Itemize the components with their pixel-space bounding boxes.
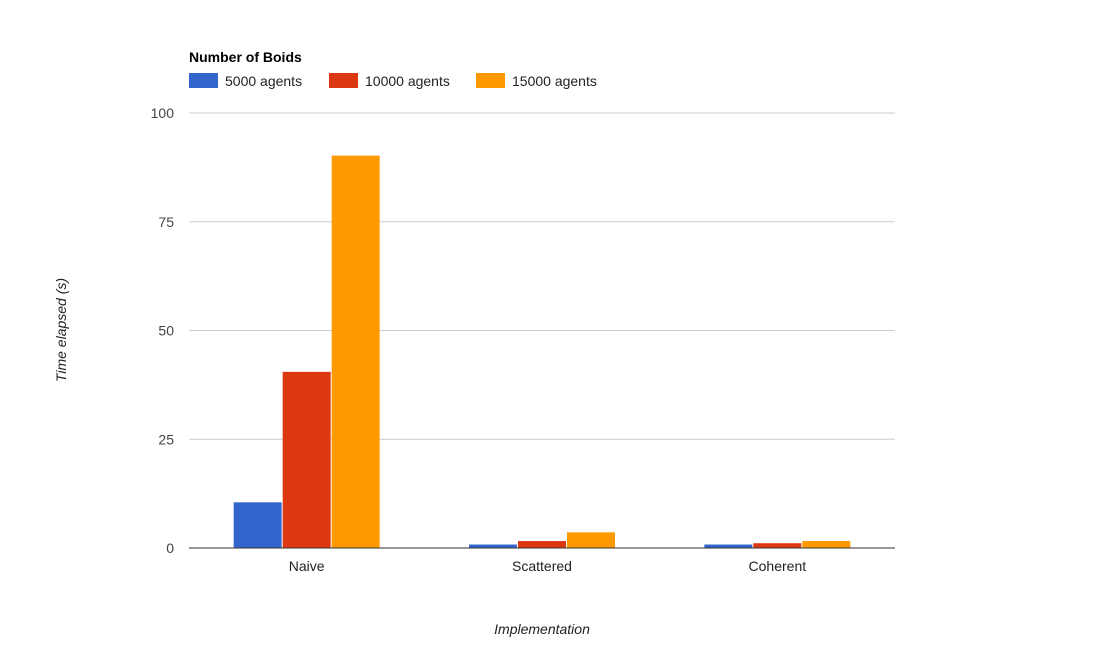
y-axis-label: Time elapsed (s) xyxy=(53,278,69,382)
legend-label: 15000 agents xyxy=(512,73,597,89)
bar xyxy=(802,541,851,548)
x-axis-label: Implementation xyxy=(494,621,590,637)
bar xyxy=(704,544,753,548)
legend: Number of Boids 5000 agents 10000 agents 1… xyxy=(189,49,597,89)
bar xyxy=(567,532,615,548)
legend-item: 5000 agents xyxy=(189,73,302,89)
legend-swatch xyxy=(329,73,358,88)
legend-item: 15000 agents xyxy=(476,73,597,89)
bar xyxy=(469,544,517,548)
bar xyxy=(233,502,282,548)
y-axis-ticks: 0 25 50 75 100 xyxy=(151,105,175,556)
y-tick-label: 50 xyxy=(158,323,174,339)
legend-swatch xyxy=(476,73,505,88)
legend-swatch xyxy=(189,73,218,88)
x-tick-label: Scattered xyxy=(512,558,572,574)
bars xyxy=(233,155,851,548)
y-tick-label: 75 xyxy=(158,214,174,230)
legend-title: Number of Boids xyxy=(189,49,302,65)
bar xyxy=(753,543,802,548)
y-tick-label: 25 xyxy=(158,431,174,447)
gridlines xyxy=(189,112,895,440)
y-tick-label: 100 xyxy=(151,105,175,121)
legend-label: 5000 agents xyxy=(225,73,302,89)
x-axis-ticks: Naive Scattered Coherent xyxy=(289,558,806,574)
x-tick-label: Naive xyxy=(289,558,325,574)
legend-label: 10000 agents xyxy=(365,73,450,89)
bar xyxy=(331,155,380,548)
x-tick-label: Coherent xyxy=(749,558,807,574)
bar xyxy=(282,371,331,548)
y-tick-label: 0 xyxy=(166,540,174,556)
legend-item: 10000 agents xyxy=(329,73,450,89)
bar xyxy=(518,541,566,548)
